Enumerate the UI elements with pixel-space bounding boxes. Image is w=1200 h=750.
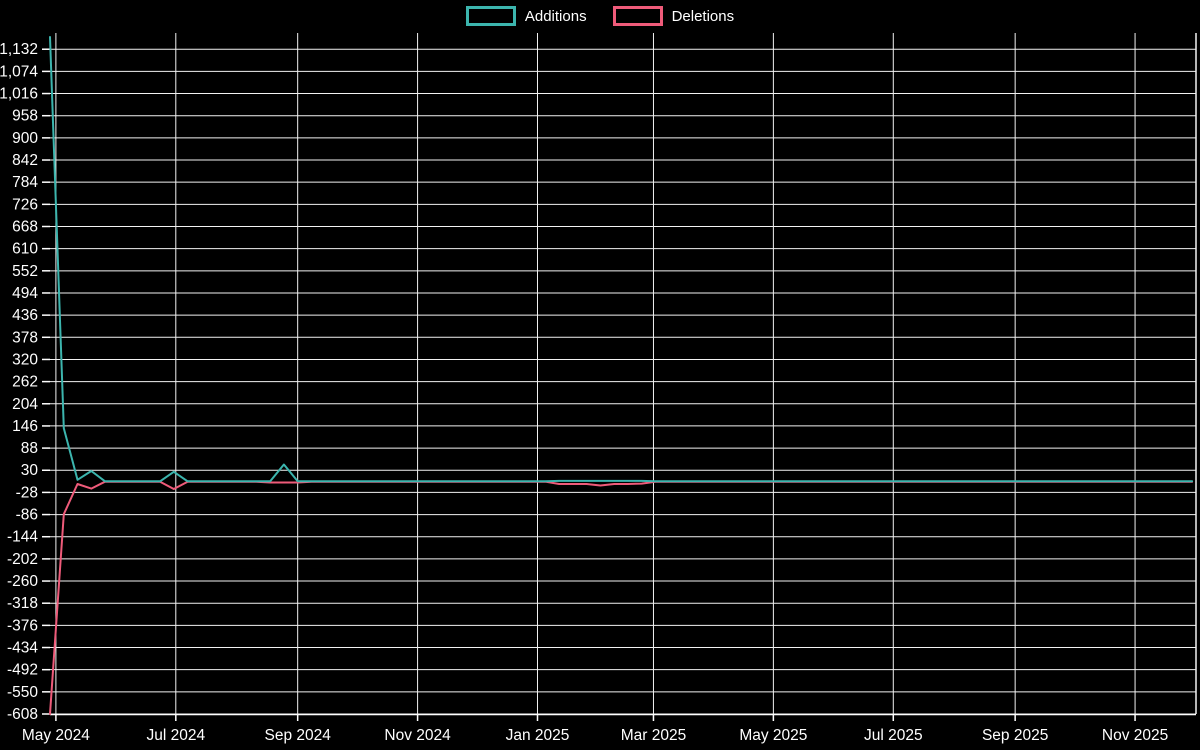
y-tick-label: -492 <box>7 662 38 679</box>
vertical-gridlines <box>55 33 1197 714</box>
y-tick-label: -28 <box>16 484 38 501</box>
y-tick-label: -260 <box>7 573 38 590</box>
y-tick-label: -318 <box>7 595 38 612</box>
y-tick-label: -144 <box>7 529 38 546</box>
y-tick-label: 30 <box>21 462 39 479</box>
y-tick-label: 552 <box>12 263 38 280</box>
y-tick-label: 958 <box>12 108 38 125</box>
y-tick-label: 900 <box>12 130 38 147</box>
x-tick-label: Jul 2025 <box>864 727 923 744</box>
y-tick-label: 378 <box>12 329 38 346</box>
y-axis: 1,132 1,074 1,016 958 900 842 784 726 668 610 552 4… <box>0 41 50 723</box>
x-tick-label: Jan 2025 <box>506 727 570 744</box>
y-tick-label: -376 <box>7 617 38 634</box>
x-tick-label: Mar 2025 <box>621 727 686 744</box>
y-tick-label: 436 <box>12 307 38 324</box>
y-tick-label: 668 <box>12 218 38 235</box>
y-tick-label: 1,132 <box>0 41 38 58</box>
y-tick-label: -550 <box>7 684 38 701</box>
x-tick-label: Sep 2024 <box>264 727 331 744</box>
y-tick-label: -86 <box>16 507 38 524</box>
x-tick-label: May 2025 <box>739 727 807 744</box>
y-tick-label: -434 <box>7 640 38 657</box>
series-deletions <box>49 480 1194 715</box>
x-axis: May 2024 Jul 2024 Sep 2024 Nov 2024 Jan 2025… <box>22 713 1196 744</box>
y-tick-label: 146 <box>12 418 38 435</box>
y-tick-label: 262 <box>12 374 38 391</box>
x-tick-label: Sep 2025 <box>982 727 1048 744</box>
horizontal-gridlines <box>50 48 1196 715</box>
x-tick-label: Jul 2024 <box>146 727 205 744</box>
series-additions <box>49 36 1194 483</box>
x-tick-label: May 2024 <box>22 727 90 744</box>
y-tick-label: 784 <box>12 174 38 191</box>
y-tick-label: -608 <box>7 706 38 723</box>
y-tick-label: 726 <box>12 196 38 213</box>
y-tick-label: 842 <box>12 152 38 169</box>
y-tick-label: 1,074 <box>0 63 38 80</box>
y-tick-label: 1,016 <box>0 86 38 103</box>
y-tick-label: 88 <box>21 440 38 457</box>
y-tick-label: 320 <box>12 351 38 368</box>
y-tick-label: 610 <box>12 241 38 258</box>
x-tick-label: Nov 2024 <box>384 727 451 744</box>
x-tick-label: Nov 2025 <box>1102 727 1168 744</box>
y-tick-label: -202 <box>7 551 38 568</box>
y-tick-label: 204 <box>12 396 38 413</box>
y-tick-label: 494 <box>12 285 38 302</box>
